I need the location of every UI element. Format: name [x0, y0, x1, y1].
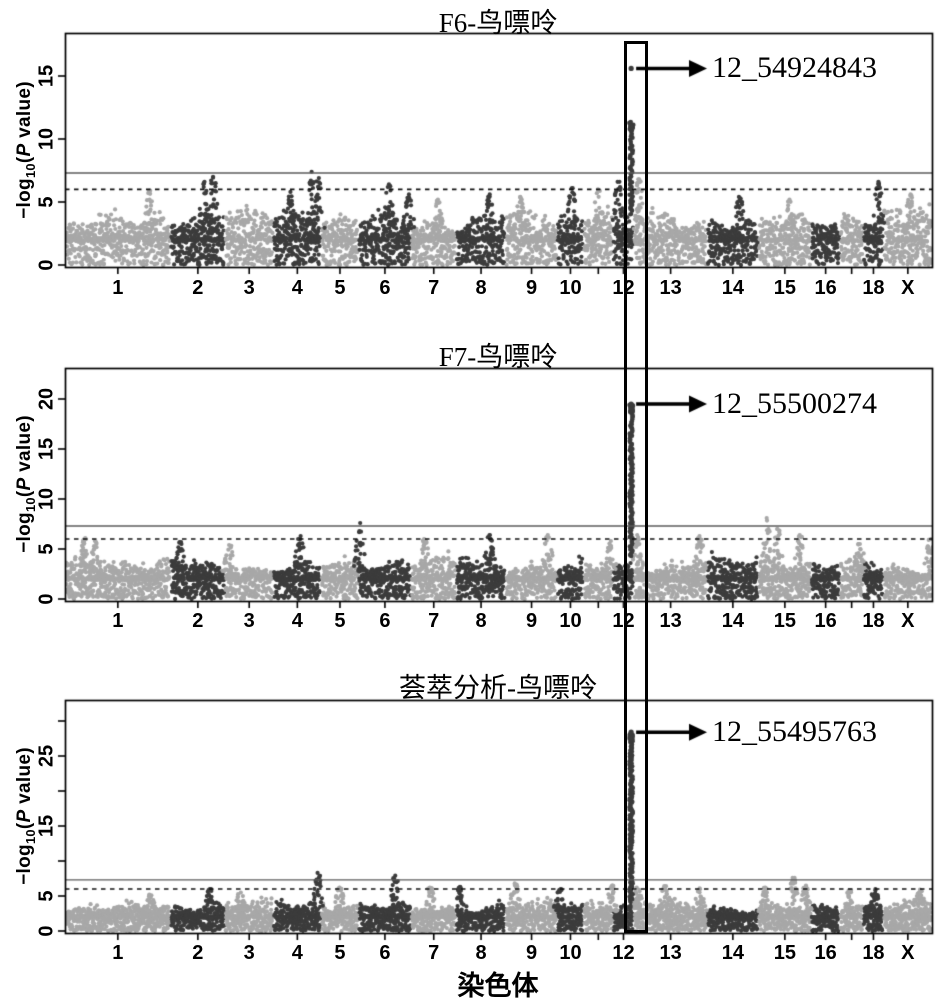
y-tick-label: 15: [35, 814, 58, 838]
snp-annotation-f6: 12_54924843: [712, 51, 877, 85]
chromosome-tick-label: 6: [379, 277, 391, 299]
chromosome-tick-label: 1: [112, 610, 124, 632]
chromosome-tick-label: 6: [379, 610, 391, 632]
chromosome-tick-label: 16: [814, 610, 837, 632]
chromosome-tick-label: 10: [559, 610, 582, 632]
chromosome-tick-label: 5: [334, 277, 346, 299]
chromosome-tick-label: 13: [659, 942, 682, 964]
y-tick-label: 15: [35, 437, 58, 461]
chromosome-tick-label: 10: [559, 942, 582, 964]
chromosome-tick-label: 2: [192, 610, 204, 632]
chromosome-tick-label: 8: [475, 610, 487, 632]
chromosome-tick-label: 6: [379, 942, 391, 964]
chromosome-tick-label: 9: [525, 277, 538, 299]
chromosome-tick-label: 2: [192, 942, 204, 964]
chromosome-tick-label: 13: [659, 277, 682, 299]
chromosome-tick-label: 14: [721, 277, 744, 299]
chromosome-tick-label: 7: [428, 942, 440, 964]
chromosome-tick-label: 8: [475, 277, 487, 299]
y-tick-label: 10: [35, 127, 58, 151]
chromosome-tick-label: 7: [428, 610, 440, 632]
y-tick-label: 15: [35, 64, 58, 88]
chromosome-tick-label: 3: [243, 942, 255, 964]
panel-title-f6: F6-鸟嘌呤: [438, 8, 558, 38]
y-tick-label: 5: [35, 890, 58, 902]
chromosome-tick-label: X: [901, 942, 915, 964]
y-tick-label: 5: [35, 543, 58, 555]
x-axis-title: 染色体: [457, 971, 539, 1000]
chromosome-tick-label: 4: [291, 942, 303, 964]
chromosome-tick-label: 15: [773, 277, 796, 299]
chromosome-tick-label: 3: [243, 277, 255, 299]
y-tick-label: 0: [35, 259, 58, 271]
chromosome-tick-label: 12: [612, 942, 635, 964]
y-tick-label: 0: [35, 593, 58, 605]
highlight-box: [624, 41, 648, 933]
chromosome-tick-label: 1: [112, 277, 124, 299]
panel-title-f7: F7-鸟嘌呤: [438, 342, 558, 372]
chromosome-tick-label: 18: [862, 942, 885, 964]
chromosome-tick-label: 14: [721, 610, 744, 632]
snp-annotation-f7: 12_55500274: [712, 387, 877, 420]
y-axis-label: −log10(P value): [14, 415, 38, 553]
y-tick-label: 5: [35, 196, 58, 208]
chromosome-tick-label: 5: [334, 942, 346, 964]
chromosome-tick-label: 18: [862, 277, 885, 299]
y-axis-label: −log10(P value): [14, 81, 38, 219]
chromosome-tick-label: X: [901, 277, 915, 299]
y-tick-label: 20: [35, 387, 58, 411]
chromosome-tick-label: 5: [334, 610, 346, 632]
y-tick-label: 0: [35, 925, 58, 937]
chromosome-tick-label: 18: [862, 610, 885, 632]
snp-annotation-meta: 12_55495763: [712, 715, 877, 749]
chromosome-tick-label: 4: [291, 610, 303, 632]
chromosome-tick-label: 13: [659, 610, 682, 632]
y-axis-label: −log10(P value): [14, 747, 38, 885]
chromosome-tick-label: 2: [192, 277, 204, 299]
chromosome-tick-label: 3: [243, 610, 255, 632]
chromosome-tick-label: 16: [814, 942, 837, 964]
chromosome-tick-label: 10: [559, 277, 582, 299]
chromosome-tick-label: 1: [112, 942, 124, 964]
chromosome-tick-label: 12: [612, 277, 635, 299]
chromosome-tick-label: 9: [525, 942, 538, 964]
chromosome-tick-label: 16: [814, 277, 837, 299]
chromosome-tick-label: 12: [612, 610, 635, 632]
chromosome-tick-label: 7: [428, 277, 440, 299]
chromosome-tick-label: 8: [475, 942, 487, 964]
y-tick-label: 10: [35, 487, 58, 511]
panel-title-meta: 荟萃分析-鸟嘌呤: [399, 673, 597, 703]
chromosome-tick-label: 9: [525, 610, 538, 632]
chromosome-tick-label: 14: [721, 942, 744, 964]
chromosome-tick-label: X: [901, 610, 915, 632]
y-tick-label: 25: [35, 744, 58, 768]
chromosome-tick-label: 15: [773, 942, 796, 964]
chromosome-tick-label: 4: [291, 277, 303, 299]
chromosome-tick-label: 15: [773, 610, 796, 632]
